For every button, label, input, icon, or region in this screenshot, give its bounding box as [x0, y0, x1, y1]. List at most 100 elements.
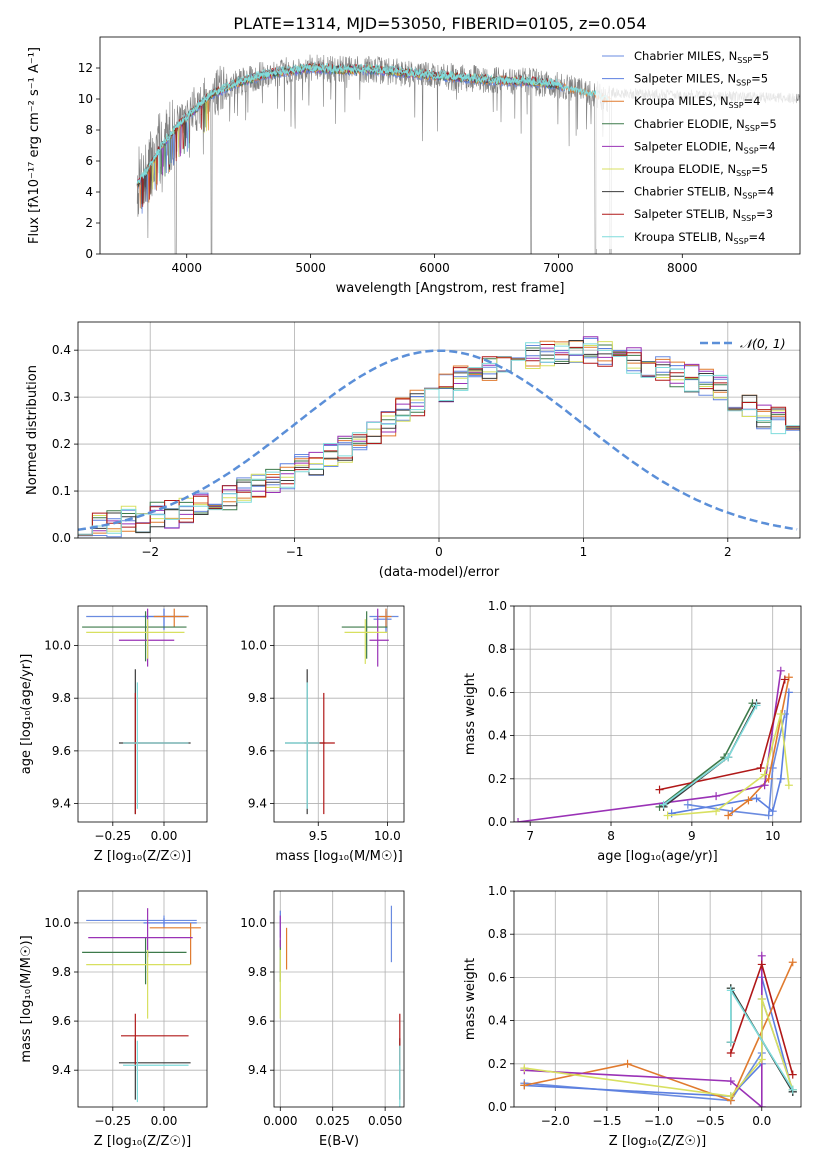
- y-tick-label: 9.8: [52, 965, 71, 979]
- x-tick-label: 4000: [171, 261, 202, 275]
- legend-label: Salpeter MILES, NSSP=5: [634, 72, 768, 88]
- x-tick-label: 9: [688, 829, 696, 843]
- y-tick-label: 1.0: [488, 884, 507, 898]
- x-tick-label: 0.00: [151, 1114, 178, 1128]
- y-tick-label: 9.4: [52, 797, 71, 811]
- y-tick-label: 9.8: [52, 691, 71, 705]
- weight-point-marker: [744, 796, 753, 805]
- legend-label: Chabrier MILES, NSSP=5: [634, 49, 769, 65]
- y-tick-label: 0.0: [52, 531, 71, 545]
- weight-point-marker: [757, 951, 766, 960]
- residuals-panel: −2 −1 0 1 2 0.0 0.1 0.2 0.3 0.4 (data-model)/error…: [25, 321, 801, 580]
- weight-point-marker: [776, 666, 785, 675]
- mass-vs-Z-plot-area: [78, 891, 207, 1107]
- weight-point-marker: [757, 1055, 766, 1064]
- x-tick-label: −2.0: [541, 1114, 570, 1128]
- model-spectrum-line: [136, 65, 609, 184]
- y-axis-label: mass [log₁₀(M/M☉)]: [19, 935, 34, 1062]
- x-tick-label: 8: [607, 829, 615, 843]
- legend-box: [596, 41, 796, 249]
- x-axis-label: Z [log₁₀(Z/Z☉)]: [609, 1134, 706, 1149]
- residuals-plot-area: [78, 322, 800, 538]
- mass-weight-vs-Z-panel: −2.0 −1.5 −1.0 −0.5 0.0 0.0 0.2 0.4 0.6 0.8 1.0 Z […: [463, 884, 802, 1149]
- legend-label: Kroupa ELODIE, NSSP=5: [634, 162, 768, 178]
- y-tick-label: 0: [85, 247, 93, 261]
- y-tick-label: 9.6: [52, 1014, 71, 1028]
- weight-point-marker: [760, 781, 769, 790]
- x-tick-label: −1: [286, 545, 304, 559]
- weight-point-marker: [764, 811, 773, 820]
- y-axis-label: Normed distribution: [25, 365, 40, 495]
- axes-frame: [77, 890, 208, 1108]
- y-tick-label: 0.6: [488, 970, 507, 984]
- weight-point-marker: [752, 794, 761, 803]
- y-tick-label: 2: [85, 216, 93, 230]
- weight-point-marker: [659, 800, 668, 809]
- weight-point-marker: [623, 1059, 632, 1068]
- weight-point-marker: [752, 701, 761, 710]
- legend-label: Chabrier ELODIE, NSSP=5: [634, 117, 777, 133]
- weight-series-line: [517, 670, 782, 822]
- model-spectrum-line: [136, 61, 559, 184]
- mass-weight-vs-age-plot-area: [514, 606, 801, 822]
- x-tick-label: 2: [724, 545, 732, 559]
- age-vs-Z-plot-area: [78, 606, 207, 822]
- y-tick-label: 10.0: [240, 639, 267, 653]
- weight-point-marker: [520, 1081, 529, 1090]
- weight-point-marker: [724, 753, 733, 762]
- x-tick-label: 10.0: [374, 829, 401, 843]
- weight-point-marker: [712, 792, 721, 801]
- y-axis-label: age [log₁₀(age/yr)]: [19, 654, 34, 775]
- weight-point-marker: [757, 1103, 766, 1107]
- y-tick-label: 9.8: [248, 965, 267, 979]
- weight-point-marker: [712, 807, 721, 816]
- x-tick-label: 10: [765, 829, 780, 843]
- x-tick-label: 9.5: [309, 829, 328, 843]
- weight-point-marker: [788, 1070, 797, 1079]
- weight-point-marker: [757, 960, 766, 969]
- y-tick-label: 10.0: [44, 916, 71, 930]
- mass-vs-ebv-panel: 0.000 0.025 0.050 9.4 9.6 9.8 10.0 E(B-V): [240, 890, 405, 1149]
- x-tick-label: 0: [435, 545, 443, 559]
- axes-frame: [273, 605, 405, 823]
- legend-label: Kroupa STELIB, NSSP=4: [634, 230, 765, 246]
- y-tick-label: 0.4: [52, 343, 71, 357]
- residual-histogram: [78, 342, 800, 535]
- x-axis-label: mass [log₁₀(M/M☉)]: [275, 849, 402, 864]
- y-tick-label: 0.2: [52, 437, 71, 451]
- legend-label: 𝒩(0, 1): [740, 336, 786, 351]
- y-axis-label: mass weight: [463, 958, 478, 1040]
- normal-curve: [78, 349, 798, 532]
- mass-weight-vs-Z-plot-area: [514, 891, 801, 1107]
- age-vs-Z-panel: −0.25 0.00 9.4 9.6 9.8 10.0 Z [log₁₀(Z/Z☉)] age…: [19, 605, 208, 864]
- weight-point-marker: [776, 710, 785, 718]
- y-tick-label: 0.2: [488, 1057, 507, 1071]
- y-tick-label: 0.8: [488, 642, 507, 656]
- y-tick-label: 12: [78, 61, 93, 75]
- x-tick-label: 0.050: [368, 1114, 402, 1128]
- x-tick-label: 0.025: [316, 1114, 350, 1128]
- weight-point-marker: [663, 811, 672, 820]
- spectrum-panel: 4000 5000 6000 7000 8000 0 2 4 6 8 10 12 wavelength …: [27, 36, 801, 296]
- weight-point-marker: [724, 811, 733, 820]
- axes-frame: [77, 321, 801, 539]
- y-tick-label: 0.8: [488, 927, 507, 941]
- legend-label: Salpeter ELODIE, NSSP=4: [634, 139, 776, 155]
- x-tick-label: −1.5: [592, 1114, 621, 1128]
- weight-point-marker: [667, 809, 676, 818]
- y-tick-label: 10.0: [44, 639, 71, 653]
- y-tick-label: 0.2: [488, 772, 507, 786]
- mass-vs-Z-panel: −0.25 0.00 9.4 9.6 9.8 10.0 Z [log₁₀(Z/Z☉)] mas…: [19, 890, 208, 1149]
- weight-point-marker: [776, 774, 785, 783]
- weight-point-marker: [756, 764, 765, 772]
- axes-frame: [77, 605, 208, 823]
- residual-histogram: [78, 337, 800, 536]
- x-tick-label: 0.0: [752, 1114, 771, 1128]
- weight-point-marker: [780, 675, 789, 684]
- x-tick-label: 6000: [419, 261, 450, 275]
- y-tick-label: 9.4: [248, 797, 267, 811]
- axes-frame: [513, 605, 802, 823]
- weight-point-marker: [726, 1077, 735, 1086]
- x-axis-label: Z [log₁₀(Z/Z☉)]: [94, 1134, 191, 1149]
